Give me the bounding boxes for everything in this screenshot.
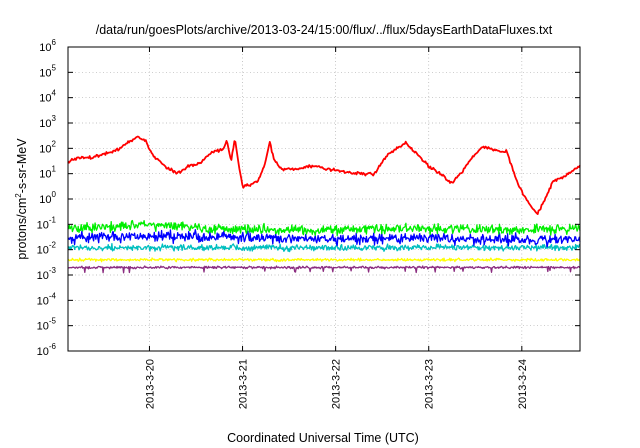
- y-axis-ticks: 10-6 10-5 10-4 10-3 10-2 10-1 100 101 102 103 104 1…: [37, 38, 580, 358]
- y-tick-label: 106: [39, 38, 56, 54]
- y-tick-label: 10-4: [37, 291, 57, 307]
- series-layer: [67, 135, 581, 274]
- y-tick-label: 105: [39, 63, 56, 79]
- y-axis-label: protons/cm2-s-sr-MeV: [14, 138, 29, 260]
- grid-layer: [68, 47, 580, 351]
- x-axis-label: Coordinated Universal Time (UTC): [227, 431, 419, 445]
- x-tick-label: 2013-3-23: [424, 359, 436, 409]
- y-tick-label: 10-3: [37, 266, 57, 282]
- series-line: [67, 242, 581, 253]
- y-tick-label: 10-2: [37, 241, 57, 257]
- x-tick-label: 2013-3-22: [331, 359, 343, 409]
- y-tick-label: 101: [39, 165, 56, 181]
- series-line: [67, 135, 581, 215]
- series-line: [67, 257, 581, 263]
- x-axis-ticks: 2013-3-20 2013-3-21 2013-3-22 2013-3-23 2013…: [144, 47, 529, 409]
- x-tick-label: 2013-3-21: [238, 359, 250, 409]
- series-line: [67, 228, 581, 248]
- x-tick-label: 2013-3-20: [144, 359, 156, 409]
- y-tick-label: 100: [39, 190, 56, 206]
- y-tick-label: 102: [39, 139, 56, 155]
- y-tick-label: 10-5: [37, 317, 57, 333]
- y-tick-label: 104: [39, 89, 56, 105]
- x-tick-label: 2013-3-24: [517, 359, 529, 409]
- chart-title: /data/run/goesPlots/archive/2013-03-24/1…: [96, 23, 553, 37]
- y-tick-label: 10-1: [37, 215, 57, 231]
- series-line: [67, 219, 581, 237]
- y-tick-label: 103: [39, 114, 56, 130]
- y-tick-label: 10-6: [37, 342, 57, 358]
- series-line: [67, 265, 581, 274]
